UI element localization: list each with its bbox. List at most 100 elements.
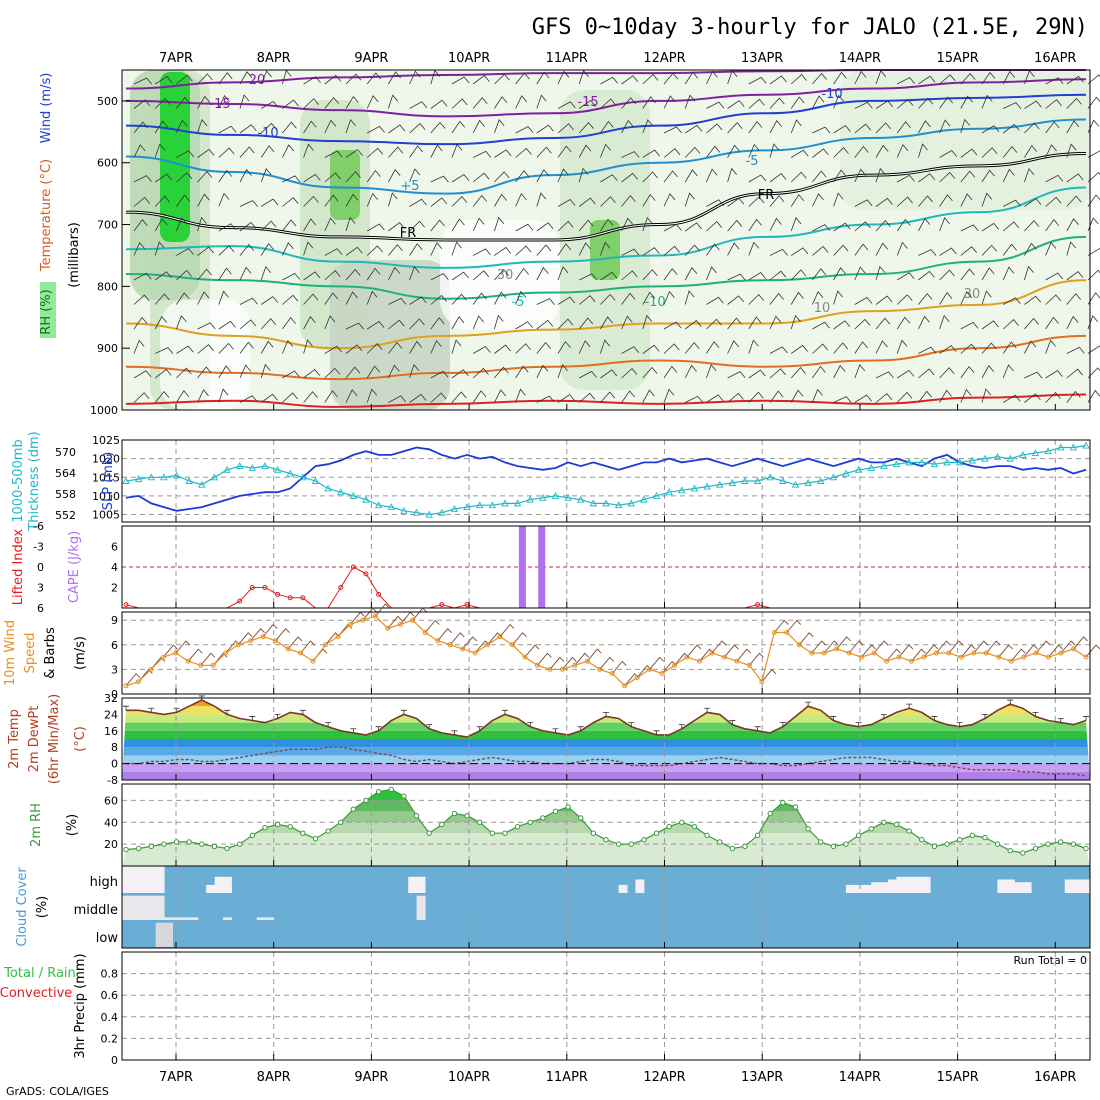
- wind-barb: [897, 77, 915, 85]
- wind-barb: [239, 71, 253, 85]
- wind-barb: [494, 246, 512, 256]
- wind-barb: [218, 147, 235, 158]
- wind-barb: [430, 294, 447, 305]
- wind-barb: [1045, 339, 1056, 354]
- wind-barb: [769, 97, 785, 109]
- wind-barb: [706, 221, 723, 232]
- panel-frame: [121, 951, 1091, 1061]
- wind-speed-point: [185, 658, 191, 664]
- wind-barb: [345, 149, 363, 158]
- wind-barb: [748, 272, 766, 281]
- temperature-whisker: [350, 728, 357, 733]
- wind-barb: [684, 244, 700, 256]
- slp-tick-label: 1025: [92, 434, 120, 447]
- cloud-cell: [896, 876, 906, 893]
- wind-barb: [536, 71, 550, 85]
- wind-barb: [790, 194, 805, 207]
- wind-barb: [663, 268, 678, 281]
- wind-barb: [262, 623, 278, 637]
- wind-barb: [812, 224, 831, 232]
- thickness-point: [678, 486, 686, 494]
- wind-barb: [663, 193, 676, 207]
- thickness-point: [627, 499, 636, 507]
- isotherm-line: [125, 186, 1087, 269]
- wind-barb: [748, 339, 759, 354]
- wind-barb: [727, 242, 740, 256]
- wind-barb: [494, 344, 511, 354]
- wind-barb: [861, 644, 876, 658]
- wind-barb: [154, 98, 171, 109]
- wind-speed-point: [684, 654, 690, 660]
- wind-speed-point: [634, 675, 640, 681]
- slp-tick-label: 1005: [92, 509, 120, 522]
- wind-barb: [218, 245, 235, 256]
- wind-barb: [790, 217, 802, 232]
- wind-barb: [557, 394, 575, 403]
- wind-barb: [515, 192, 527, 207]
- wind-barb: [1045, 370, 1063, 379]
- thickness-point: [438, 508, 446, 516]
- wind-barb: [981, 244, 998, 256]
- thickness-point: [715, 480, 724, 488]
- wind-barb: [472, 97, 488, 109]
- wind-barb: [366, 147, 384, 158]
- cape-bar: [518, 526, 526, 608]
- wind-barb: [388, 222, 405, 232]
- wind-barb: [260, 296, 279, 305]
- thickness-point: [1019, 450, 1027, 458]
- thickness-point: [791, 480, 800, 488]
- wind-barb: [472, 345, 491, 354]
- wind-barb: [854, 221, 871, 232]
- wind-barb: [345, 73, 362, 85]
- wind-barb: [918, 292, 933, 305]
- wind-speed-point: [996, 654, 1002, 660]
- ylabel-wind: Wind (m/s): [39, 73, 54, 144]
- wind-barb: [1066, 271, 1084, 281]
- wind-barb: [1002, 319, 1019, 330]
- wind-barb: [133, 272, 152, 281]
- wind-barb: [918, 75, 936, 85]
- wind-barb: [345, 193, 359, 207]
- wind-barb: [960, 291, 973, 305]
- wind-speed-point: [647, 666, 653, 672]
- wind-barb: [367, 125, 385, 134]
- wind-barb: [451, 174, 470, 183]
- wind-barb: [621, 346, 640, 354]
- wind-barb: [197, 268, 212, 281]
- wind-barb: [536, 341, 551, 354]
- thickness-point: [1031, 449, 1040, 456]
- wind-barb: [1002, 168, 1015, 183]
- cloud-cell: [408, 876, 418, 893]
- wind-barb: [823, 640, 839, 654]
- rh-point: [881, 819, 887, 825]
- wind-barb: [133, 77, 152, 85]
- wind-speed-point: [771, 630, 777, 635]
- wind-barb: [621, 390, 635, 403]
- wind-barb: [769, 75, 787, 85]
- rh-point: [805, 826, 811, 832]
- wind-barb: [1002, 145, 1018, 158]
- cloud-cell: [172, 917, 182, 920]
- wind-barb: [324, 345, 343, 354]
- wind-speed-point: [335, 634, 341, 640]
- ylabel-slp: SLP (mb): [101, 452, 116, 511]
- wind-barb: [1024, 70, 1035, 85]
- wind-barb: [786, 619, 802, 633]
- wind-barb: [985, 640, 1001, 654]
- wind-speed-point: [210, 662, 216, 668]
- thickness-point: [551, 491, 560, 499]
- wind-speed-point: [946, 650, 952, 656]
- lifted-index-tick-label: 6: [37, 602, 44, 615]
- wind-barb: [430, 121, 446, 134]
- wind-barb: [896, 272, 915, 281]
- wind-barb: [366, 343, 383, 354]
- thickness-point: [614, 501, 623, 509]
- thickness-point: [854, 465, 863, 473]
- wind-barb: [451, 143, 463, 158]
- wind-barb: [579, 273, 598, 281]
- wind-barb: [163, 644, 178, 658]
- wind-barb: [409, 296, 427, 305]
- wind-barb: [973, 640, 989, 654]
- wind-barb: [218, 192, 230, 207]
- rh-point: [552, 808, 559, 815]
